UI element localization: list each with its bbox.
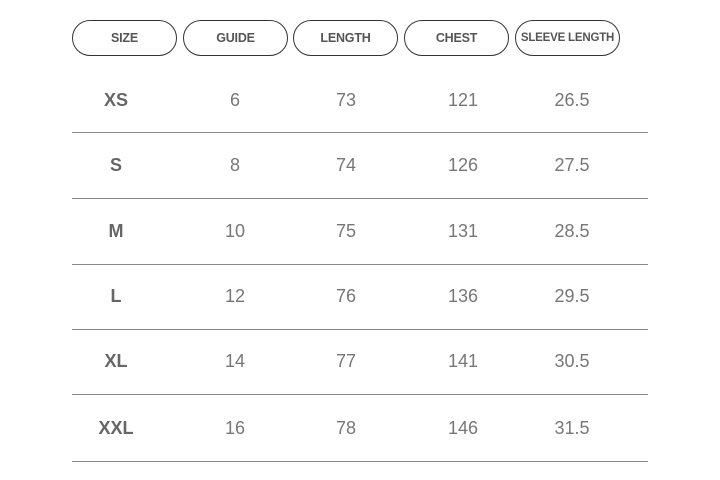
cell-value: 27.5: [554, 155, 590, 175]
cell-value: 136: [447, 286, 479, 306]
size-label: L: [110, 286, 122, 306]
cell-value: 121: [447, 90, 479, 110]
size-label: S: [109, 155, 122, 175]
cell-value: 14: [224, 351, 246, 371]
cell-value: 74: [335, 155, 357, 175]
row-divider: [72, 329, 648, 330]
cell-value: 75: [335, 221, 357, 241]
cell-value: 141: [447, 351, 479, 371]
column-header: GUIDE: [183, 20, 288, 56]
cell-value: 8: [229, 155, 240, 175]
row-divider: [72, 132, 648, 133]
row-divider: [72, 264, 648, 265]
cell-value: 73: [335, 90, 357, 110]
column-header: CHEST: [404, 20, 509, 56]
row-divider: [72, 461, 648, 462]
cell-value: 29.5: [554, 286, 590, 306]
cell-value: 26.5: [554, 90, 590, 110]
size-label: XXL: [98, 418, 134, 438]
row-divider: [72, 198, 648, 199]
cell-value: 30.5: [554, 351, 590, 371]
cell-value: 78: [335, 418, 357, 438]
row-divider: [72, 394, 648, 395]
column-header: SIZE: [72, 20, 177, 56]
cell-value: 77: [335, 351, 357, 371]
cell-value: 10: [224, 221, 246, 241]
size-label: XS: [103, 90, 128, 110]
size-label: M: [108, 221, 124, 241]
column-header: SLEEVE LENGTH: [515, 20, 620, 56]
column-header: LENGTH: [293, 20, 398, 56]
cell-value: 146: [447, 418, 479, 438]
cell-value: 76: [335, 286, 357, 306]
cell-value: 6: [229, 90, 240, 110]
cell-value: 31.5: [554, 418, 590, 438]
size-label: XL: [104, 351, 128, 371]
cell-value: 12: [224, 286, 246, 306]
cell-value: 131: [447, 221, 479, 241]
cell-value: 28.5: [554, 221, 590, 241]
cell-value: 16: [224, 418, 246, 438]
cell-value: 126: [447, 155, 479, 175]
